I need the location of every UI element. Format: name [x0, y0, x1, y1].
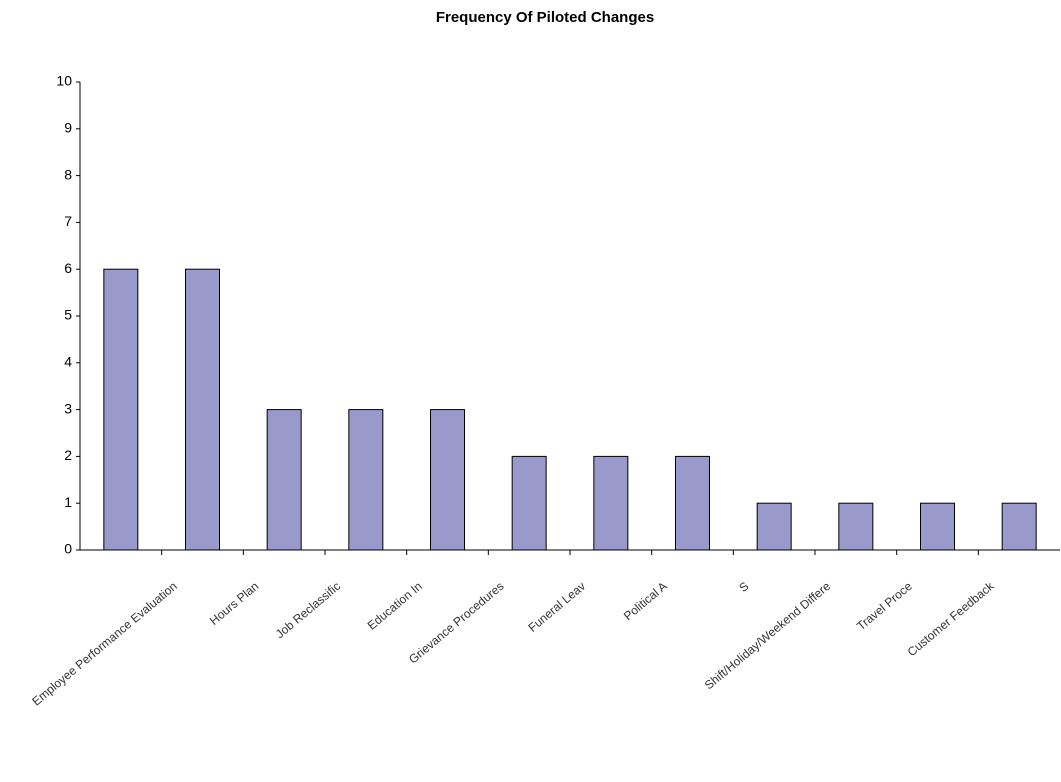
y-tick-label: 8: [64, 166, 72, 182]
x-tick-label: S: [736, 579, 751, 595]
bar: [103, 268, 139, 551]
chart-title: Frequency Of Piloted Changes: [436, 9, 654, 26]
x-tick-label: Employee Performance Evaluation: [29, 579, 180, 708]
bar: [430, 409, 465, 551]
y-tick-label: 0: [64, 541, 72, 557]
y-tick-label: 7: [64, 213, 72, 229]
x-tick-label: Hours Plan: [207, 579, 261, 628]
bar: [348, 409, 384, 551]
y-tick-label: 1: [64, 494, 72, 510]
bar: [1001, 502, 1037, 551]
bar: [185, 268, 220, 551]
bar: [511, 455, 547, 551]
bar: [838, 502, 874, 551]
bar: [920, 502, 955, 551]
bar: [266, 409, 302, 551]
y-tick-label: 6: [64, 260, 72, 276]
x-tick-label: Political A: [621, 579, 670, 623]
y-tick-label: 3: [64, 400, 72, 416]
bar: [756, 502, 792, 551]
y-tick-label: 2: [64, 447, 72, 463]
bar: [675, 455, 710, 551]
y-tick-label: 10: [56, 73, 72, 89]
x-tick-label: Customer Feedback: [905, 578, 998, 659]
x-tick-label: Job Reclassific: [273, 579, 343, 641]
y-tick-label: 9: [64, 120, 72, 136]
x-tick-label: Education In: [365, 579, 425, 633]
x-tick-label: Travel Proce: [854, 579, 915, 633]
bar: [593, 455, 629, 551]
y-tick-label: 5: [64, 307, 72, 323]
x-tick-label: Shift/Holiday/Weekend Differe: [702, 579, 834, 693]
x-tick-label: Funeral Leav: [525, 579, 588, 635]
y-tick-label: 4: [64, 354, 72, 370]
